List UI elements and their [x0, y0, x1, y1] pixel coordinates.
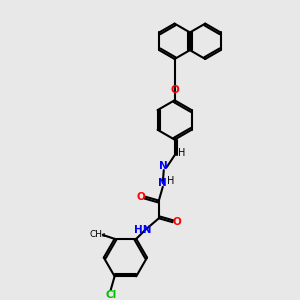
Text: H: H	[178, 148, 185, 158]
Text: CH₃: CH₃	[90, 230, 106, 239]
Text: N: N	[158, 178, 167, 188]
Text: HN: HN	[134, 225, 152, 235]
Text: Cl: Cl	[105, 290, 116, 300]
Text: O: O	[172, 217, 181, 227]
Text: O: O	[170, 85, 179, 95]
Text: N: N	[159, 161, 168, 171]
Text: H: H	[167, 176, 174, 186]
Text: O: O	[137, 192, 146, 202]
